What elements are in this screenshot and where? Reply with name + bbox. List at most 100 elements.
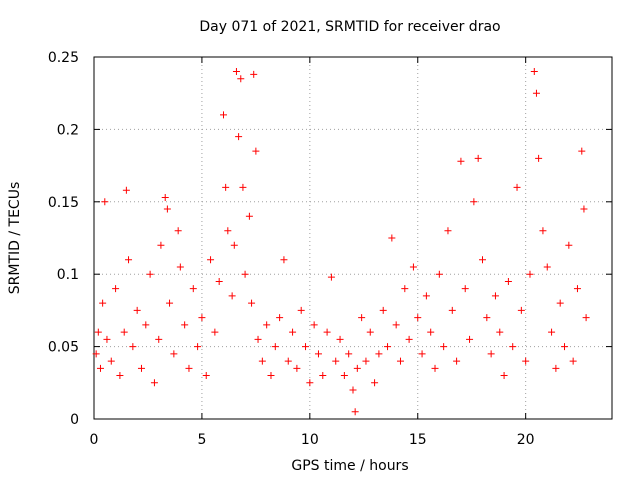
data-point: [120, 328, 128, 336]
data-point: [375, 350, 383, 358]
data-point: [431, 364, 439, 372]
data-point: [582, 314, 590, 322]
data-point: [466, 335, 474, 343]
data-point: [353, 364, 361, 372]
data-point: [157, 241, 165, 249]
data-point: [535, 154, 543, 162]
data-point: [155, 335, 163, 343]
data-point: [289, 328, 297, 336]
data-point: [573, 285, 581, 293]
data-point: [392, 321, 400, 329]
data-point: [384, 343, 392, 351]
data-point: [543, 263, 551, 271]
data-point: [254, 335, 262, 343]
data-point: [580, 205, 588, 213]
data-point: [418, 350, 426, 358]
data-point: [263, 321, 271, 329]
data-point: [578, 147, 586, 155]
data-point: [133, 306, 141, 314]
data-point: [137, 364, 145, 372]
data-point: [448, 306, 456, 314]
data-point: [241, 270, 249, 278]
data-point: [396, 357, 404, 365]
data-point: [163, 205, 171, 213]
data-point: [435, 270, 443, 278]
data-point: [174, 227, 182, 235]
data-point: [129, 343, 137, 351]
y-tick-label: 0.2: [57, 122, 79, 138]
data-point: [509, 343, 517, 351]
data-point: [207, 256, 215, 264]
x-tick-label: 10: [301, 432, 319, 448]
data-point: [479, 256, 486, 264]
data-point: [302, 343, 310, 351]
data-point: [530, 67, 538, 75]
data-point: [457, 157, 465, 165]
data-point: [176, 263, 184, 271]
data-point: [297, 306, 305, 314]
data-point: [112, 285, 120, 293]
data-points: [92, 67, 590, 416]
data-point: [252, 147, 260, 155]
data-point: [569, 357, 577, 365]
x-tick-label: 20: [517, 432, 535, 448]
data-point: [414, 314, 422, 322]
data-point: [267, 372, 275, 380]
y-tick-label: 0.05: [48, 340, 79, 356]
data-point: [232, 67, 240, 75]
data-point: [319, 372, 327, 380]
data-point: [539, 227, 547, 235]
data-point: [513, 183, 521, 191]
data-point: [170, 350, 178, 358]
y-tick-label: 0.25: [48, 50, 79, 66]
data-point: [293, 364, 301, 372]
chart-title: Day 071 of 2021, SRMTID for receiver dra…: [199, 19, 500, 35]
data-point: [336, 335, 344, 343]
data-point: [239, 183, 247, 191]
data-point: [327, 273, 335, 281]
data-point: [440, 343, 448, 351]
data-point: [444, 227, 452, 235]
data-point: [161, 193, 169, 201]
data-point: [224, 227, 232, 235]
data-point: [96, 364, 104, 372]
data-point: [470, 198, 478, 206]
data-point: [185, 364, 193, 372]
data-point: [116, 372, 124, 380]
data-point: [280, 256, 288, 264]
data-point: [276, 314, 284, 322]
x-tick-label: 5: [197, 432, 206, 448]
data-point: [181, 321, 189, 329]
data-point: [345, 350, 353, 358]
data-point: [362, 357, 370, 365]
x-tick-label: 0: [90, 432, 99, 448]
data-point: [194, 343, 202, 351]
data-point: [517, 306, 525, 314]
data-point: [474, 154, 482, 162]
data-point: [237, 75, 245, 83]
data-point: [366, 328, 374, 336]
data-point: [248, 299, 256, 307]
data-point: [101, 198, 109, 206]
data-point: [222, 183, 230, 191]
data-point: [271, 343, 279, 351]
axis-ticks: 0 5 10 15 20 0 0.05 0.1 0.15 0.2 0.25: [48, 50, 612, 448]
data-point: [250, 70, 258, 78]
data-point: [461, 285, 469, 293]
x-tick-label: 15: [409, 432, 427, 448]
data-point: [220, 111, 227, 119]
y-tick-label: 0: [70, 412, 79, 428]
data-point: [198, 314, 206, 322]
data-point: [532, 89, 540, 97]
data-point: [405, 335, 413, 343]
data-point: [94, 328, 102, 336]
data-point: [487, 350, 495, 358]
data-point: [358, 314, 366, 322]
data-point: [166, 299, 174, 307]
data-point: [483, 314, 491, 322]
x-axis-label: GPS time / hours: [291, 458, 408, 474]
data-point: [146, 270, 154, 278]
data-point: [548, 328, 556, 336]
data-point: [150, 379, 158, 387]
